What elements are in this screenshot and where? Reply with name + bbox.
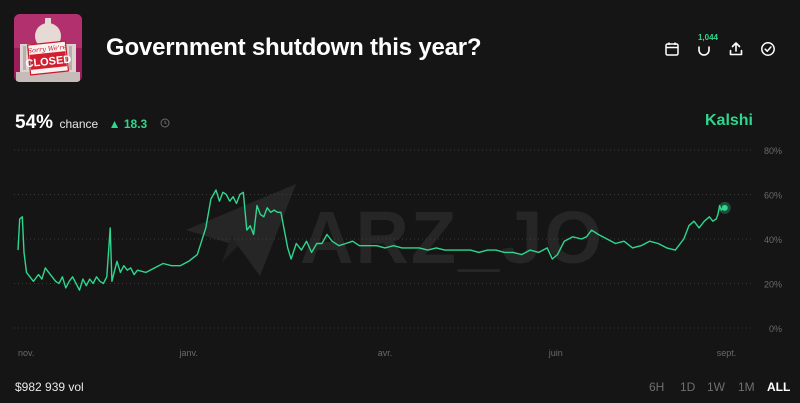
range-all[interactable]: ALL	[767, 380, 791, 394]
watermark-text: ARZ_JO	[300, 196, 604, 279]
chart-grid	[14, 149, 752, 329]
share-button[interactable]	[726, 38, 748, 62]
chance-summary: 54% chance ▲ 18.3	[15, 112, 170, 133]
price-history-chart[interactable]: ARZ_JO 0% 20% 40% 60% 80% nov. janv. avr. juin s…	[0, 140, 800, 365]
chance-label: chance	[59, 117, 99, 131]
range-1d[interactable]: 1D	[680, 380, 696, 394]
range-1w[interactable]: 1W	[707, 380, 725, 394]
time-range-selector: 6H 1D 1W 1M ALL	[640, 380, 800, 396]
x-tick-label: juin	[548, 348, 563, 358]
chart-series	[17, 189, 731, 291]
comment-count-badge: 1,044	[697, 33, 719, 42]
y-axis-labels: 0% 20% 40% 60% 80%	[764, 146, 782, 334]
y-tick-label: 40%	[764, 235, 782, 245]
market-title: Government shutdown this year?	[106, 34, 482, 61]
range-6h[interactable]: 6H	[649, 380, 665, 394]
y-tick-label: 80%	[764, 146, 782, 156]
calendar-icon	[665, 42, 679, 56]
capitol-closed-sign-illustration: Sorry We're CLOSED	[14, 14, 82, 82]
comments-button[interactable]: 1,044	[694, 33, 718, 62]
series-line	[17, 189, 725, 291]
clock-info-icon[interactable]	[160, 115, 170, 133]
calendar-button[interactable]	[662, 38, 684, 62]
x-tick-label: sept.	[717, 348, 737, 358]
y-tick-label: 20%	[764, 280, 782, 290]
chance-value: 54%	[15, 112, 54, 133]
volume-label: $982 939 vol	[15, 380, 84, 394]
current-point	[721, 204, 728, 211]
sign-closed-text: CLOSED	[25, 54, 72, 71]
x-tick-label: nov.	[18, 348, 34, 358]
x-axis-labels: nov. janv. avr. juin sept.	[18, 348, 736, 358]
x-tick-label: janv.	[179, 348, 198, 358]
range-1m[interactable]: 1M	[738, 380, 755, 394]
y-tick-label: 60%	[764, 191, 782, 201]
market-image: Sorry We're CLOSED	[14, 14, 82, 82]
x-tick-label: avr.	[378, 348, 393, 358]
watchlist-button[interactable]	[758, 38, 780, 62]
y-tick-label: 0%	[769, 324, 782, 334]
check-circle-icon	[761, 42, 775, 56]
source-label: Kalshi	[704, 112, 753, 129]
watermark: ARZ_JO	[186, 184, 604, 279]
comments-icon	[698, 46, 710, 56]
share-icon	[729, 42, 743, 56]
delta-value: 18.3	[123, 117, 148, 131]
chance-delta: ▲ 18.3	[109, 117, 148, 131]
delta-up-arrow-icon: ▲	[108, 117, 121, 131]
